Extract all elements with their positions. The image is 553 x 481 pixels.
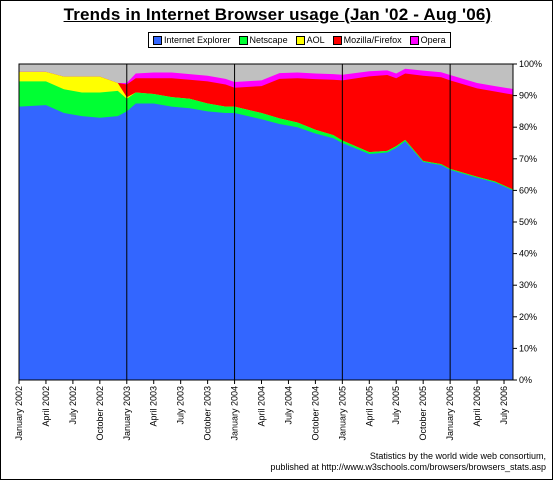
chart-title: Trends in Internet Browser usage (Jan '0… xyxy=(63,5,492,24)
x-tick-label: April 2005 xyxy=(364,386,374,427)
y-tick-label: 60% xyxy=(519,185,537,195)
legend-label-aol: AOL xyxy=(306,35,325,45)
y-tick-label: 30% xyxy=(519,280,537,290)
area-internet-explorer xyxy=(19,103,513,380)
x-tick-label: January 2002 xyxy=(14,386,24,441)
x-tick-label: January 2004 xyxy=(230,386,240,441)
legend-item-netscape: Netscape xyxy=(238,35,288,45)
x-tick-label: January 2003 xyxy=(122,386,132,441)
y-tick-label: 20% xyxy=(519,312,537,322)
legend-swatch-firefox xyxy=(332,35,342,45)
credit-text: Statistics by the world wide web consort… xyxy=(270,451,546,473)
legend-swatch-aol xyxy=(295,35,305,45)
y-tick-label: 90% xyxy=(519,91,537,101)
x-tick-label: April 2004 xyxy=(257,386,267,427)
x-tick-label: October 2005 xyxy=(418,386,428,441)
x-tick-label: October 2004 xyxy=(310,386,320,441)
legend-swatch-opera xyxy=(409,35,419,45)
legend-label-opera: Opera xyxy=(420,35,446,45)
legend-swatch-ie xyxy=(153,35,162,45)
x-tick-label: April 2006 xyxy=(472,386,482,427)
x-tick-label: January 2006 xyxy=(445,386,455,441)
x-tick-label: July 2003 xyxy=(176,386,186,425)
x-tick-label: July 2002 xyxy=(68,386,78,425)
y-tick-label: 80% xyxy=(519,122,537,132)
legend-item-opera: Opera xyxy=(409,35,446,45)
x-tick-label: October 2003 xyxy=(203,386,213,441)
x-tick-label: April 2003 xyxy=(149,386,159,427)
y-tick-label: 10% xyxy=(519,343,537,353)
x-tick-label: October 2002 xyxy=(95,386,105,441)
x-tick-label: July 2006 xyxy=(499,386,509,425)
y-tick-label: 40% xyxy=(519,249,537,259)
legend-swatch-netscape xyxy=(238,35,248,45)
legend-item-aol: AOL xyxy=(295,35,325,45)
x-tick-label: April 2002 xyxy=(41,386,51,427)
y-tick-label: 100% xyxy=(519,59,542,69)
legend-label-netscape: Netscape xyxy=(249,35,288,45)
legend: Internet Explorer Netscape AOL Mozilla/F… xyxy=(148,32,451,48)
x-tick-label: January 2005 xyxy=(337,386,347,441)
y-tick-label: 70% xyxy=(519,154,537,164)
credit-line-1: Statistics by the world wide web consort… xyxy=(369,451,546,461)
y-tick-label: 50% xyxy=(519,217,537,227)
legend-item-firefox: Mozilla/Firefox xyxy=(332,35,402,45)
credit-line-2: published at http://www.w3schools.com/br… xyxy=(270,462,546,472)
legend-item-ie: Internet Explorer xyxy=(153,35,231,45)
legend-label-ie: Internet Explorer xyxy=(164,35,231,45)
x-tick-label: July 2004 xyxy=(283,386,293,425)
y-tick-label: 0% xyxy=(519,375,532,385)
x-tick-label: July 2005 xyxy=(391,386,401,425)
legend-label-firefox: Mozilla/Firefox xyxy=(343,35,402,45)
